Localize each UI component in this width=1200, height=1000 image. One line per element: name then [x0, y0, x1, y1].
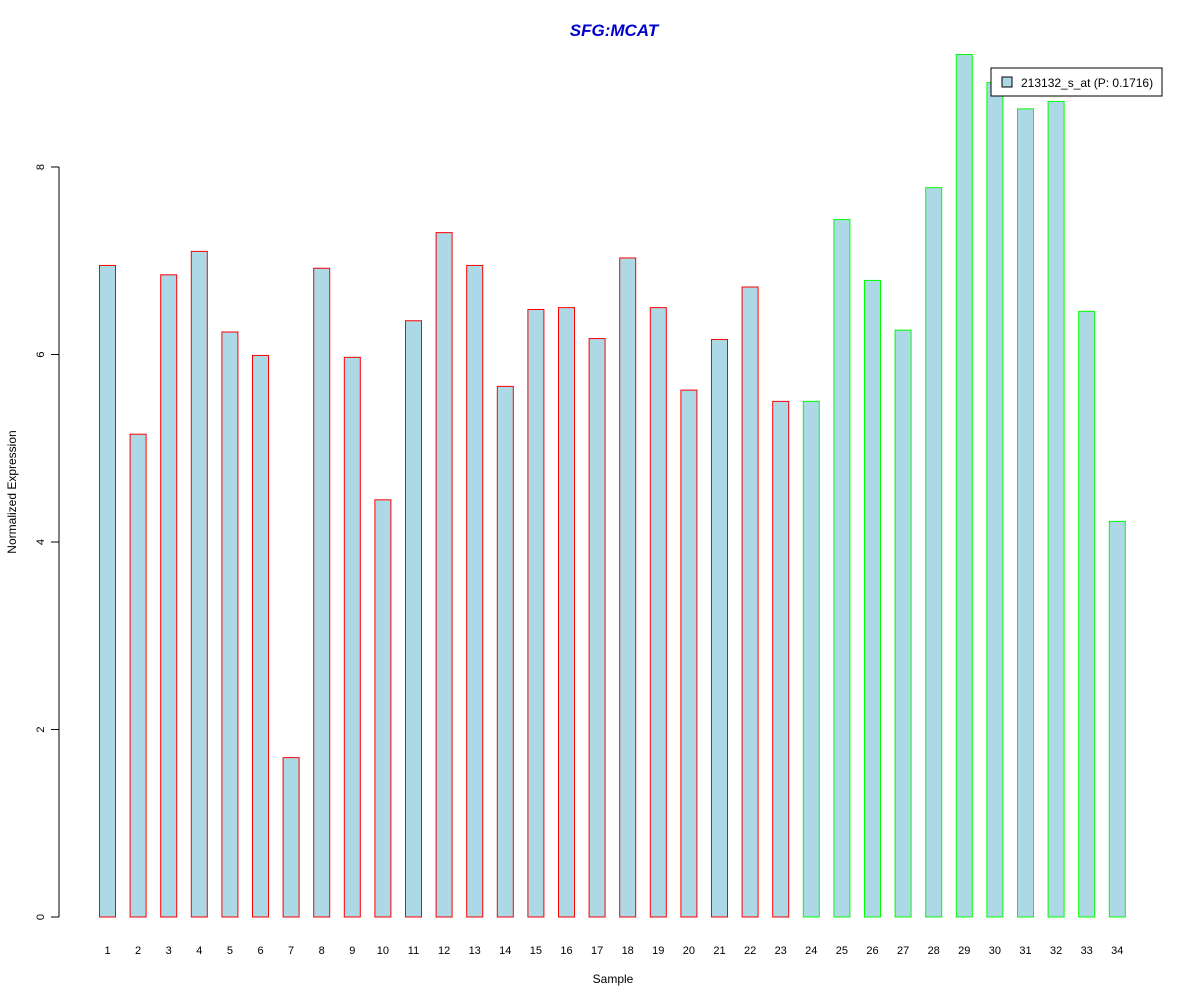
bar-sample-27 [894, 329, 912, 918]
bar-sample-32 [1047, 100, 1065, 918]
bar-sample-1 [99, 264, 116, 918]
bar-sample-20 [680, 389, 698, 918]
y-tick-label: 2 [35, 726, 47, 732]
bar-sample-7 [282, 757, 300, 918]
bar-sample-24 [802, 400, 820, 918]
y-axis-label: Normalized Expression [5, 430, 19, 553]
x-tick-label: 25 [836, 945, 848, 957]
bar-sample-5 [221, 331, 239, 918]
y-tick-label: 6 [35, 351, 47, 357]
x-tick-labels: 1 2 3 4 5 6 7 8 9 10 11 12 13 14 15 16 17 18 19 20 21 22 23 24 2… [104, 945, 1123, 957]
bar-sample-23 [772, 400, 790, 918]
x-tick-label: 8 [319, 945, 325, 957]
bar-sample-18 [619, 257, 637, 918]
bar-sample-11 [405, 320, 422, 918]
bar-sample-2 [129, 433, 147, 918]
x-tick-label: 12 [438, 945, 450, 957]
bar-sample-12 [435, 232, 453, 918]
x-tick-label: 24 [805, 945, 817, 957]
x-tick-label: 18 [622, 945, 634, 957]
bar-sample-19 [649, 307, 667, 918]
x-tick-label: 33 [1081, 945, 1093, 957]
x-tick-label: 23 [775, 945, 787, 957]
x-tick-label: 22 [744, 945, 756, 957]
y-tick-label: 4 [35, 539, 47, 545]
x-tick-label: 19 [652, 945, 664, 957]
bar-sample-21 [711, 339, 728, 918]
chart-title: SFG:MCAT [570, 21, 660, 40]
bar-sample-26 [864, 279, 881, 918]
x-tick-label: 16 [560, 945, 572, 957]
bar-sample-6 [252, 354, 269, 918]
x-tick-label: 29 [958, 945, 970, 957]
y-tick-label: 0 [35, 914, 47, 920]
legend: 213132_s_at (P: 0.1716) [990, 67, 1163, 97]
bar-sample-3 [160, 274, 178, 918]
y-tick-label: 8 [35, 164, 47, 170]
bar-sample-22 [741, 286, 759, 918]
x-axis-label: Sample [593, 972, 634, 986]
x-tick-label: 17 [591, 945, 603, 957]
x-tick-label: 34 [1111, 945, 1123, 957]
x-tick-label: 15 [530, 945, 542, 957]
x-tick-label: 32 [1050, 945, 1062, 957]
y-axis: 0 2 4 6 8 [35, 164, 60, 920]
legend-swatch [1001, 76, 1013, 88]
bar-sample-15 [527, 309, 545, 918]
bar-sample-10 [374, 499, 392, 918]
x-tick-label: 20 [683, 945, 695, 957]
x-tick-label: 3 [166, 945, 172, 957]
bar-sample-29 [955, 54, 973, 918]
x-tick-label: 27 [897, 945, 909, 957]
x-tick-label: 21 [713, 945, 725, 957]
bar-sample-28 [925, 187, 943, 918]
bar-sample-13 [466, 264, 484, 918]
bar-sample-14 [496, 385, 514, 918]
x-tick-label: 4 [196, 945, 202, 957]
bar-sample-17 [588, 338, 606, 918]
bar-sample-9 [343, 356, 361, 918]
x-tick-label: 13 [469, 945, 481, 957]
x-tick-label: 9 [349, 945, 355, 957]
legend-box [990, 67, 1163, 97]
x-tick-label: 28 [928, 945, 940, 957]
bar-sample-25 [833, 219, 851, 918]
bar-sample-30 [986, 82, 1004, 918]
bar-sample-33 [1078, 310, 1096, 918]
x-tick-label: 26 [866, 945, 878, 957]
x-tick-label: 1 [104, 945, 110, 957]
bar-sample-31 [1017, 108, 1034, 918]
x-tick-label: 11 [408, 945, 419, 957]
x-tick-label: 31 [1019, 945, 1031, 957]
x-tick-label: 2 [135, 945, 141, 957]
x-tick-label: 10 [377, 945, 389, 957]
bars-group [99, 54, 1126, 918]
x-tick-label: 6 [257, 945, 263, 957]
bar-sample-8 [313, 267, 331, 918]
x-tick-label: 30 [989, 945, 1001, 957]
legend-entry: 213132_s_at (P: 0.1716) [1021, 76, 1153, 90]
bar-sample-16 [558, 307, 575, 918]
bar-sample-34 [1108, 520, 1126, 918]
x-tick-label: 5 [227, 945, 233, 957]
bar-sample-4 [190, 250, 208, 918]
x-tick-label: 14 [499, 945, 511, 957]
x-tick-label: 7 [288, 945, 294, 957]
